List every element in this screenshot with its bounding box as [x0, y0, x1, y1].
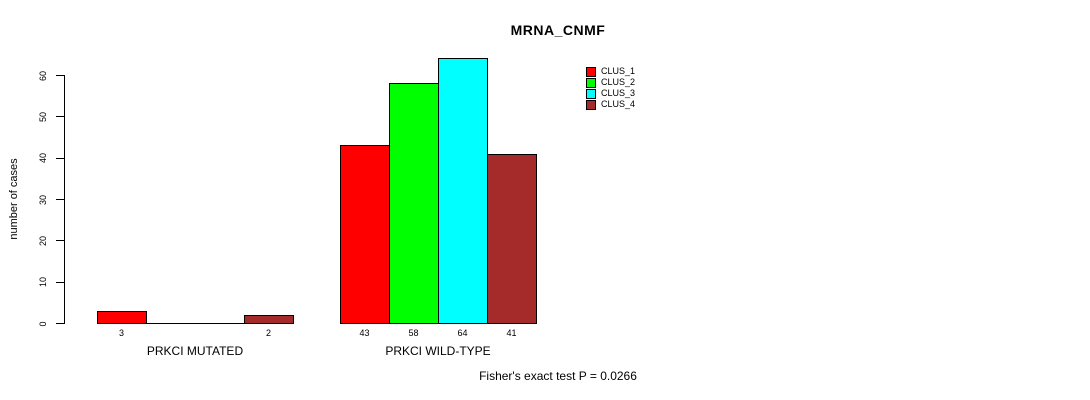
legend-label: CLUS_3 — [601, 88, 636, 98]
y-axis-label: number of cases — [8, 158, 20, 240]
bar-value-label: 64 — [457, 328, 468, 338]
y-tick-label: 60 — [38, 70, 48, 81]
bar-value-label: 41 — [506, 328, 517, 338]
legend-swatch-CLUS_4 — [586, 99, 596, 110]
legend-swatch-CLUS_2 — [586, 77, 596, 88]
legend-swatch-CLUS_3 — [586, 88, 596, 99]
group-baseline — [97, 323, 294, 324]
bar — [340, 145, 390, 324]
bar — [438, 58, 488, 324]
y-tick-label: 30 — [38, 194, 48, 205]
legend-item: CLUS_3 — [586, 88, 635, 99]
y-tick-label: 50 — [38, 111, 48, 122]
legend-item: CLUS_4 — [586, 99, 635, 110]
legend-label: CLUS_2 — [601, 77, 636, 87]
group-label-wildtype: PRKCI WILD-TYPE — [385, 344, 491, 358]
legend-item: CLUS_1 — [586, 66, 635, 77]
y-tick-label: 40 — [38, 153, 48, 164]
bar-value-label: 58 — [408, 328, 419, 338]
y-tick — [56, 75, 64, 76]
y-tick — [56, 116, 64, 118]
y-tick-label: 10 — [38, 277, 48, 288]
bar — [487, 154, 537, 324]
bar-value-label: 3 — [118, 328, 125, 338]
legend: CLUS_1 CLUS_2 CLUS_3 CLUS_4 — [586, 66, 635, 110]
bar — [244, 315, 294, 324]
legend-swatch-CLUS_1 — [586, 66, 596, 77]
legend-item: CLUS_2 — [586, 77, 635, 88]
bar — [97, 311, 147, 324]
bar — [389, 83, 439, 324]
y-tick-label: 20 — [38, 235, 48, 246]
y-tick — [56, 281, 64, 283]
y-tick — [56, 323, 64, 324]
legend-label: CLUS_1 — [601, 66, 636, 76]
bar-value-label: 43 — [359, 328, 370, 338]
bar-value-label: 2 — [265, 328, 272, 338]
footnote-text: Fisher's exact test P = 0.0266 — [479, 369, 637, 383]
legend-label: CLUS_4 — [601, 99, 636, 109]
y-axis-line — [64, 75, 65, 324]
y-tick-label: 0 — [38, 320, 48, 327]
y-tick — [56, 240, 64, 242]
y-tick — [56, 157, 64, 159]
y-tick — [56, 199, 64, 200]
group-label-mutated: PRKCI MUTATED — [146, 344, 244, 358]
chart-title: MRNA_CNMF — [510, 22, 606, 38]
